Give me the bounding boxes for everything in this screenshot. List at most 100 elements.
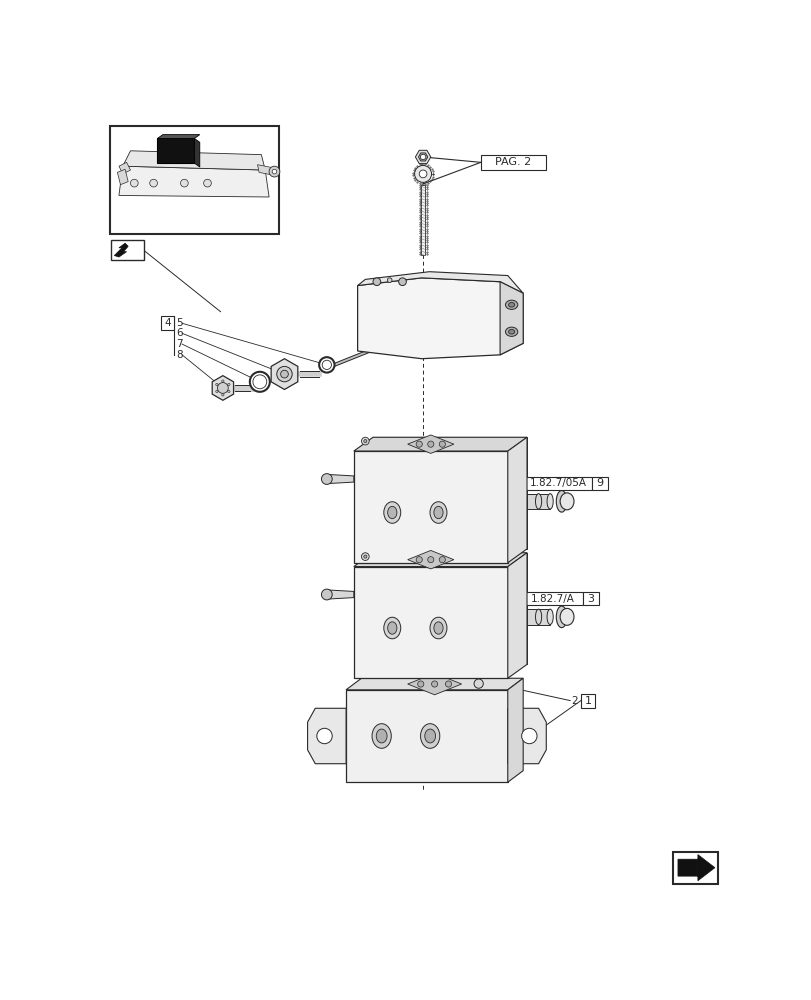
Polygon shape [415, 150, 431, 164]
Polygon shape [118, 166, 268, 197]
Circle shape [204, 179, 211, 187]
Circle shape [439, 557, 445, 563]
Polygon shape [507, 553, 526, 678]
Bar [111, 240, 144, 260]
Circle shape [217, 383, 228, 393]
Polygon shape [345, 678, 522, 690]
Circle shape [221, 394, 224, 396]
Ellipse shape [371, 724, 391, 748]
Ellipse shape [534, 609, 541, 625]
Circle shape [319, 357, 334, 373]
Circle shape [227, 390, 230, 393]
Polygon shape [257, 165, 274, 175]
Ellipse shape [420, 724, 440, 748]
Polygon shape [354, 567, 507, 678]
Polygon shape [326, 590, 354, 599]
Polygon shape [500, 282, 522, 355]
Circle shape [321, 589, 332, 600]
Circle shape [363, 555, 367, 558]
Polygon shape [118, 162, 131, 174]
Bar [109, 126, 279, 234]
Circle shape [417, 681, 423, 687]
Circle shape [361, 437, 369, 445]
Bar [161, 316, 174, 330]
Circle shape [361, 553, 369, 560]
Polygon shape [372, 437, 526, 549]
Circle shape [221, 380, 224, 382]
Text: 1.82.7/A: 1.82.7/A [530, 594, 574, 604]
Bar [580, 694, 594, 708]
Ellipse shape [547, 494, 552, 509]
Text: 1: 1 [584, 696, 590, 706]
Polygon shape [507, 708, 546, 764]
Text: 9: 9 [596, 478, 603, 488]
Polygon shape [507, 437, 526, 563]
Ellipse shape [556, 606, 566, 628]
Circle shape [414, 165, 431, 182]
Text: 6: 6 [176, 328, 182, 338]
Polygon shape [326, 474, 354, 484]
Polygon shape [271, 359, 298, 389]
Bar [526, 494, 550, 509]
Text: 3: 3 [586, 594, 594, 604]
Bar [592, 477, 607, 490]
Bar [672, 852, 717, 884]
Polygon shape [407, 673, 461, 695]
Text: 8: 8 [176, 350, 182, 360]
Ellipse shape [504, 300, 517, 309]
Ellipse shape [424, 729, 435, 743]
Text: 2: 2 [571, 696, 577, 706]
Circle shape [474, 679, 483, 688]
Circle shape [131, 179, 138, 187]
Polygon shape [407, 550, 453, 569]
Ellipse shape [560, 493, 573, 510]
Polygon shape [418, 153, 427, 161]
Ellipse shape [433, 622, 443, 634]
Ellipse shape [508, 302, 514, 307]
Polygon shape [677, 855, 714, 881]
Polygon shape [507, 678, 522, 782]
Text: 5: 5 [176, 318, 182, 328]
Ellipse shape [387, 506, 397, 519]
Ellipse shape [504, 327, 517, 336]
Circle shape [363, 440, 367, 443]
Polygon shape [354, 451, 507, 563]
Circle shape [387, 278, 392, 282]
Circle shape [431, 681, 437, 687]
Polygon shape [307, 708, 345, 764]
Circle shape [316, 728, 332, 744]
Circle shape [439, 441, 445, 447]
Circle shape [420, 154, 425, 160]
Bar [480, 155, 546, 170]
Circle shape [216, 390, 218, 393]
Circle shape [372, 278, 380, 286]
Text: 1.82.7/05A: 1.82.7/05A [529, 478, 586, 488]
Ellipse shape [556, 491, 566, 512]
Circle shape [180, 179, 188, 187]
Polygon shape [407, 435, 453, 453]
Circle shape [149, 179, 157, 187]
Ellipse shape [387, 622, 397, 634]
Bar [522, 477, 592, 490]
Circle shape [216, 383, 218, 386]
Circle shape [415, 557, 422, 563]
Ellipse shape [433, 506, 443, 519]
Text: PAG. 2: PAG. 2 [495, 157, 531, 167]
Polygon shape [354, 553, 526, 567]
Circle shape [321, 474, 332, 484]
Circle shape [277, 366, 292, 382]
Circle shape [272, 169, 277, 174]
Circle shape [398, 278, 406, 286]
Ellipse shape [508, 329, 514, 334]
Text: 7: 7 [176, 339, 182, 349]
Circle shape [250, 372, 269, 392]
Polygon shape [357, 272, 522, 293]
Polygon shape [157, 135, 200, 138]
Ellipse shape [375, 729, 387, 743]
Polygon shape [194, 138, 200, 167]
Bar [157, 138, 194, 163]
Circle shape [415, 441, 422, 447]
Polygon shape [357, 278, 522, 359]
Ellipse shape [560, 608, 573, 625]
Ellipse shape [430, 502, 446, 523]
